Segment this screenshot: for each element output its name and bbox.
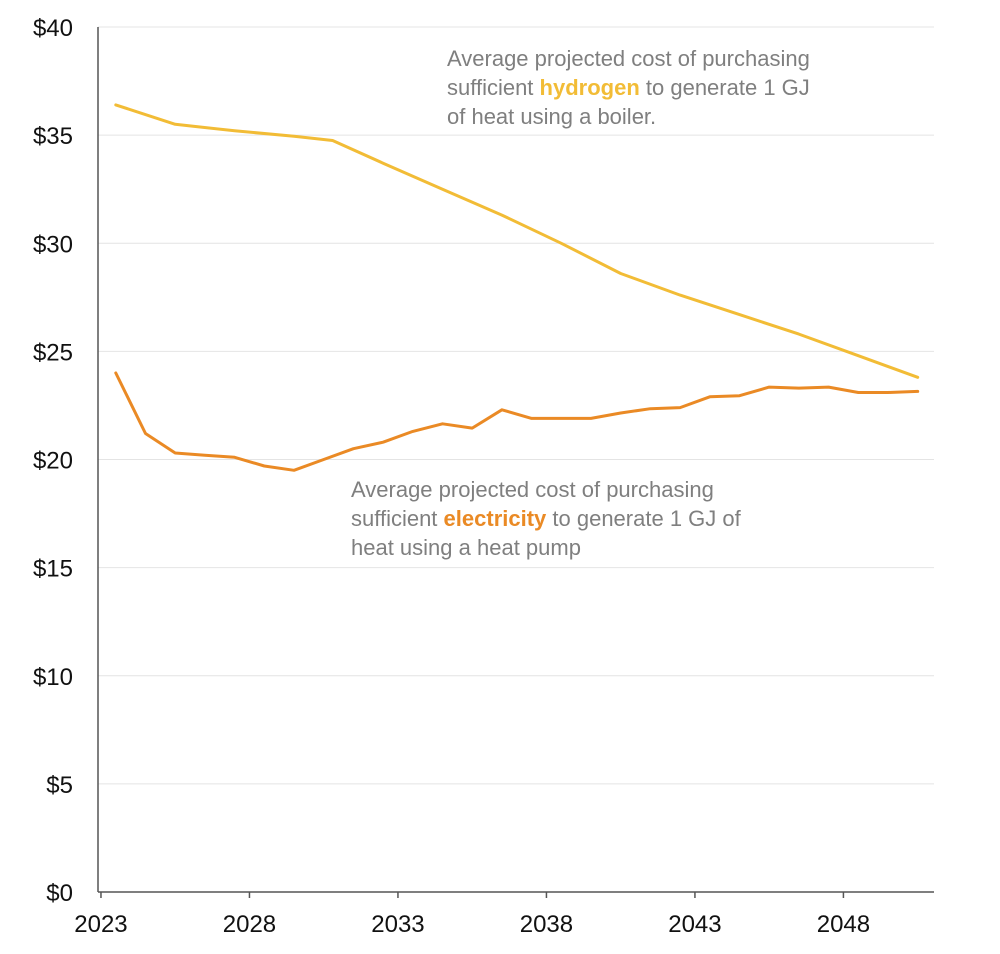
electricity-annotation-line2-start: sufficient: [351, 506, 444, 531]
y-tick-label: $40: [33, 15, 73, 42]
electricity-annotation-line2-end: to generate 1 GJ of: [546, 506, 741, 531]
hydrogen-annotation-line2-end: to generate 1 GJ: [640, 75, 810, 100]
y-tick-label: $10: [33, 664, 73, 691]
hydrogen-annotation: Average projected cost of purchasing suf…: [447, 46, 810, 129]
x-tick-label: 2038: [520, 911, 573, 938]
x-tick-label: 2043: [668, 911, 721, 938]
hydrogen-highlight-word: hydrogen: [540, 75, 640, 100]
x-tick-label: 2023: [74, 911, 127, 938]
y-tick-label: $35: [33, 123, 73, 150]
x-axis-ticks: 2023 2028 2033 2038 2043 2048: [74, 892, 870, 938]
electricity-annotation-line1: Average projected cost of purchasing: [351, 477, 714, 502]
series-lines: [114, 103, 920, 472]
y-tick-label: $20: [33, 448, 73, 475]
electricity-annotation: Average projected cost of purchasing suf…: [351, 477, 742, 560]
x-tick-label: 2033: [371, 911, 424, 938]
y-tick-label: $25: [33, 339, 73, 366]
hydrogen-annotation-line1: Average projected cost of purchasing: [447, 46, 810, 71]
y-tick-label: $30: [33, 231, 73, 258]
y-tick-label: $5: [46, 772, 73, 799]
hydrogen-annotation-line2-start: sufficient: [447, 75, 540, 100]
gridlines: [98, 26, 934, 785]
hydrogen-annotation-line3: of heat using a boiler.: [447, 104, 656, 129]
y-tick-label: $15: [33, 556, 73, 583]
hydrogen-annotation-line2: sufficient hydrogen to generate 1 GJ: [447, 75, 810, 100]
electricity-annotation-line2: sufficient electricity to generate 1 GJ …: [351, 506, 742, 531]
x-tick-label: 2028: [223, 911, 276, 938]
electricity-line: [114, 371, 920, 472]
x-tick-label: 2048: [817, 911, 870, 938]
electricity-highlight-word: electricity: [444, 506, 547, 531]
y-tick-label: $0: [46, 880, 73, 907]
electricity-annotation-line3: heat using a heat pump: [351, 535, 581, 560]
y-axis-ticks: $0 $5 $10 $15 $20 $25 $30 $35 $40: [33, 15, 73, 907]
hydrogen-line: [114, 103, 920, 379]
